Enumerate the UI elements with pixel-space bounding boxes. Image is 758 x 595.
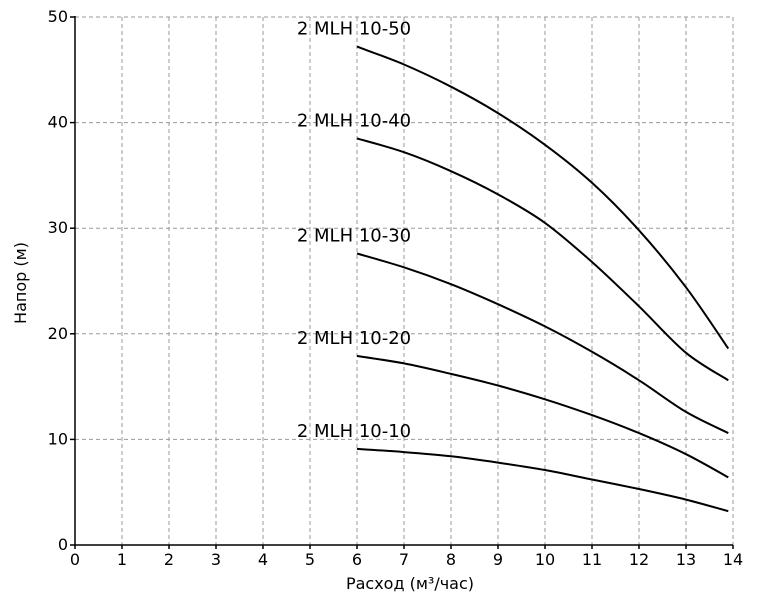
y-tick-label: 20 [48, 324, 68, 343]
x-tick-label: 14 [723, 550, 743, 569]
series-label: 2 MLH 10-20 [297, 328, 411, 349]
x-tick-label: 13 [676, 550, 696, 569]
series-label: 2 MLH 10-10 [297, 421, 411, 442]
y-tick-label: 50 [48, 7, 68, 26]
x-tick-label: 12 [629, 550, 649, 569]
series-curve [356, 137, 729, 382]
y-tick-label: 0 [58, 535, 68, 554]
x-tick-label: 9 [493, 550, 503, 569]
x-tick-label: 11 [582, 550, 602, 569]
y-tick-label: 10 [48, 429, 68, 448]
axes [70, 16, 734, 549]
series-curve [356, 447, 729, 513]
series-label: 2 MLH 10-50 [297, 19, 411, 40]
x-tick-label: 8 [446, 550, 456, 569]
grid [75, 16, 734, 545]
x-tick-label: 0 [70, 550, 80, 569]
x-tick-label: 1 [117, 550, 127, 569]
x-tick-label: 10 [535, 550, 555, 569]
series-label: 2 MLH 10-40 [297, 110, 411, 131]
x-tick-label: 2 [164, 550, 174, 569]
x-tick-label: 3 [211, 550, 221, 569]
x-tick-label: 4 [258, 550, 268, 569]
y-axis-label: Напор (м) [11, 242, 30, 324]
x-tick-label: 5 [305, 550, 315, 569]
y-tick-label: 40 [48, 113, 68, 132]
x-axis-label: Расход (м³/час) [346, 574, 474, 593]
series-curve [356, 355, 729, 479]
series-label: 2 MLH 10-30 [297, 226, 411, 247]
series-curve [356, 252, 729, 434]
series-labels: 2 MLH 10-50 2 MLH 10-40 2 MLH 10-30 2 MLH 1… [297, 19, 411, 442]
x-tick-label: 7 [399, 550, 409, 569]
series-curve [356, 45, 730, 350]
series-curves [356, 45, 730, 513]
y-tick-label: 30 [48, 218, 68, 237]
x-tick-label: 6 [352, 550, 362, 569]
